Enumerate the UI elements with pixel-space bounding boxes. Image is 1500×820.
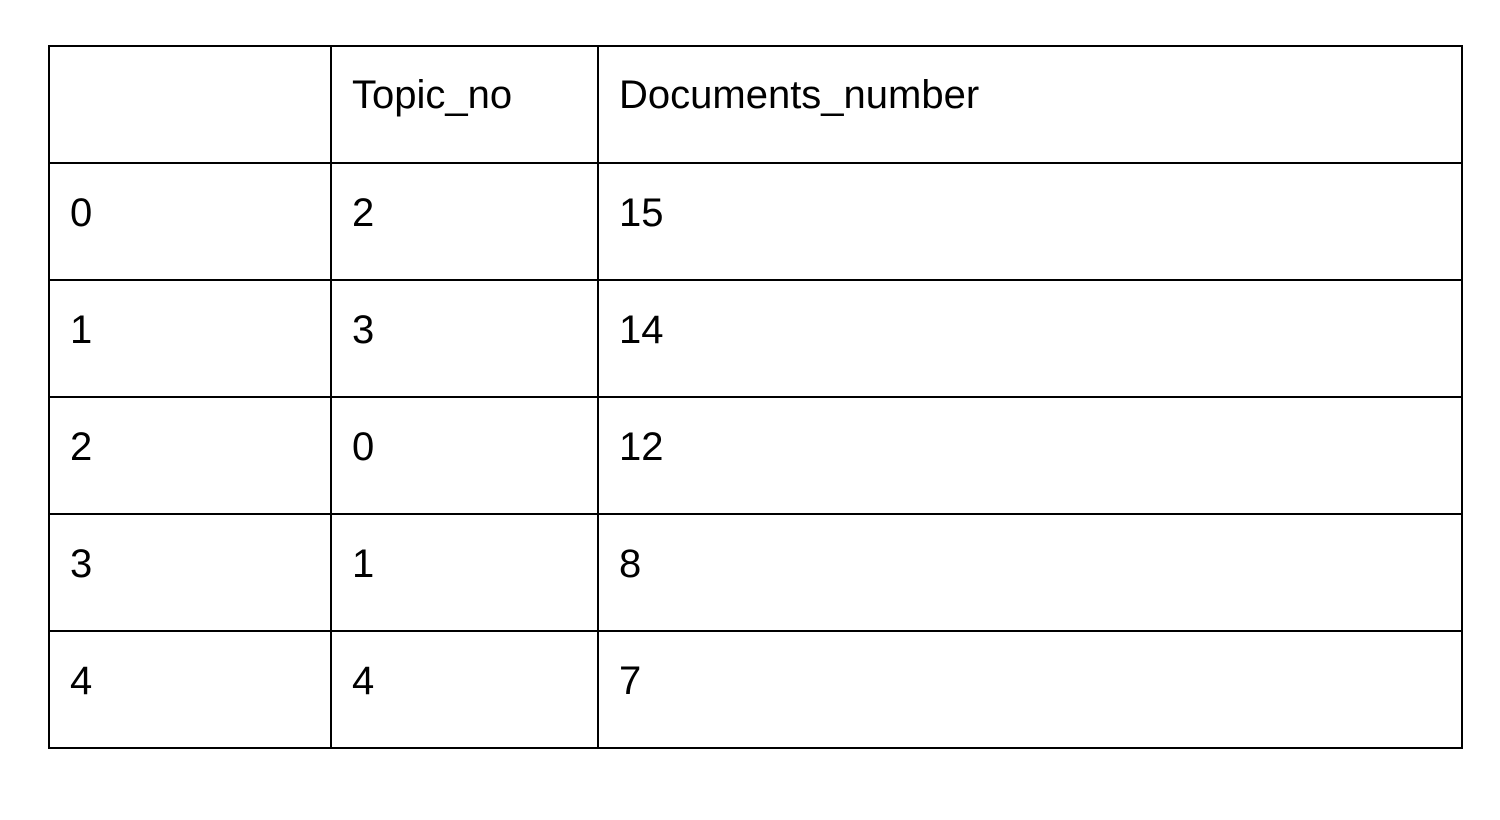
cell-index: 1: [48, 279, 332, 398]
cell-index: 4: [48, 630, 332, 749]
cell-index: 3: [48, 513, 332, 632]
header-index: [48, 45, 332, 164]
table-row: 1 3 14: [48, 279, 1463, 398]
table-row: 4 4 7: [48, 630, 1463, 749]
table-header: Topic_no Documents_number: [48, 45, 1463, 164]
cell-documents-number: 14: [597, 279, 1463, 398]
cell-topic-no: 3: [330, 279, 599, 398]
cell-topic-no: 0: [330, 396, 599, 515]
cell-topic-no: 2: [330, 162, 599, 281]
cell-documents-number: 12: [597, 396, 1463, 515]
cell-index: 0: [48, 162, 332, 281]
table-row: 3 1 8: [48, 513, 1463, 632]
table-row: 0 2 15: [48, 162, 1463, 281]
cell-topic-no: 4: [330, 630, 599, 749]
header-row: Topic_no Documents_number: [48, 45, 1463, 164]
cell-index: 2: [48, 396, 332, 515]
header-documents-number: Documents_number: [597, 45, 1463, 164]
header-topic-no: Topic_no: [330, 45, 599, 164]
table-body: 0 2 15 1 3 14 2 0 12 3 1 8 4 4 7: [48, 162, 1463, 749]
topic-document-table: Topic_no Documents_number 0 2 15 1 3 14 …: [48, 45, 1463, 749]
table-row: 2 0 12: [48, 396, 1463, 515]
cell-topic-no: 1: [330, 513, 599, 632]
cell-documents-number: 15: [597, 162, 1463, 281]
cell-documents-number: 8: [597, 513, 1463, 632]
cell-documents-number: 7: [597, 630, 1463, 749]
